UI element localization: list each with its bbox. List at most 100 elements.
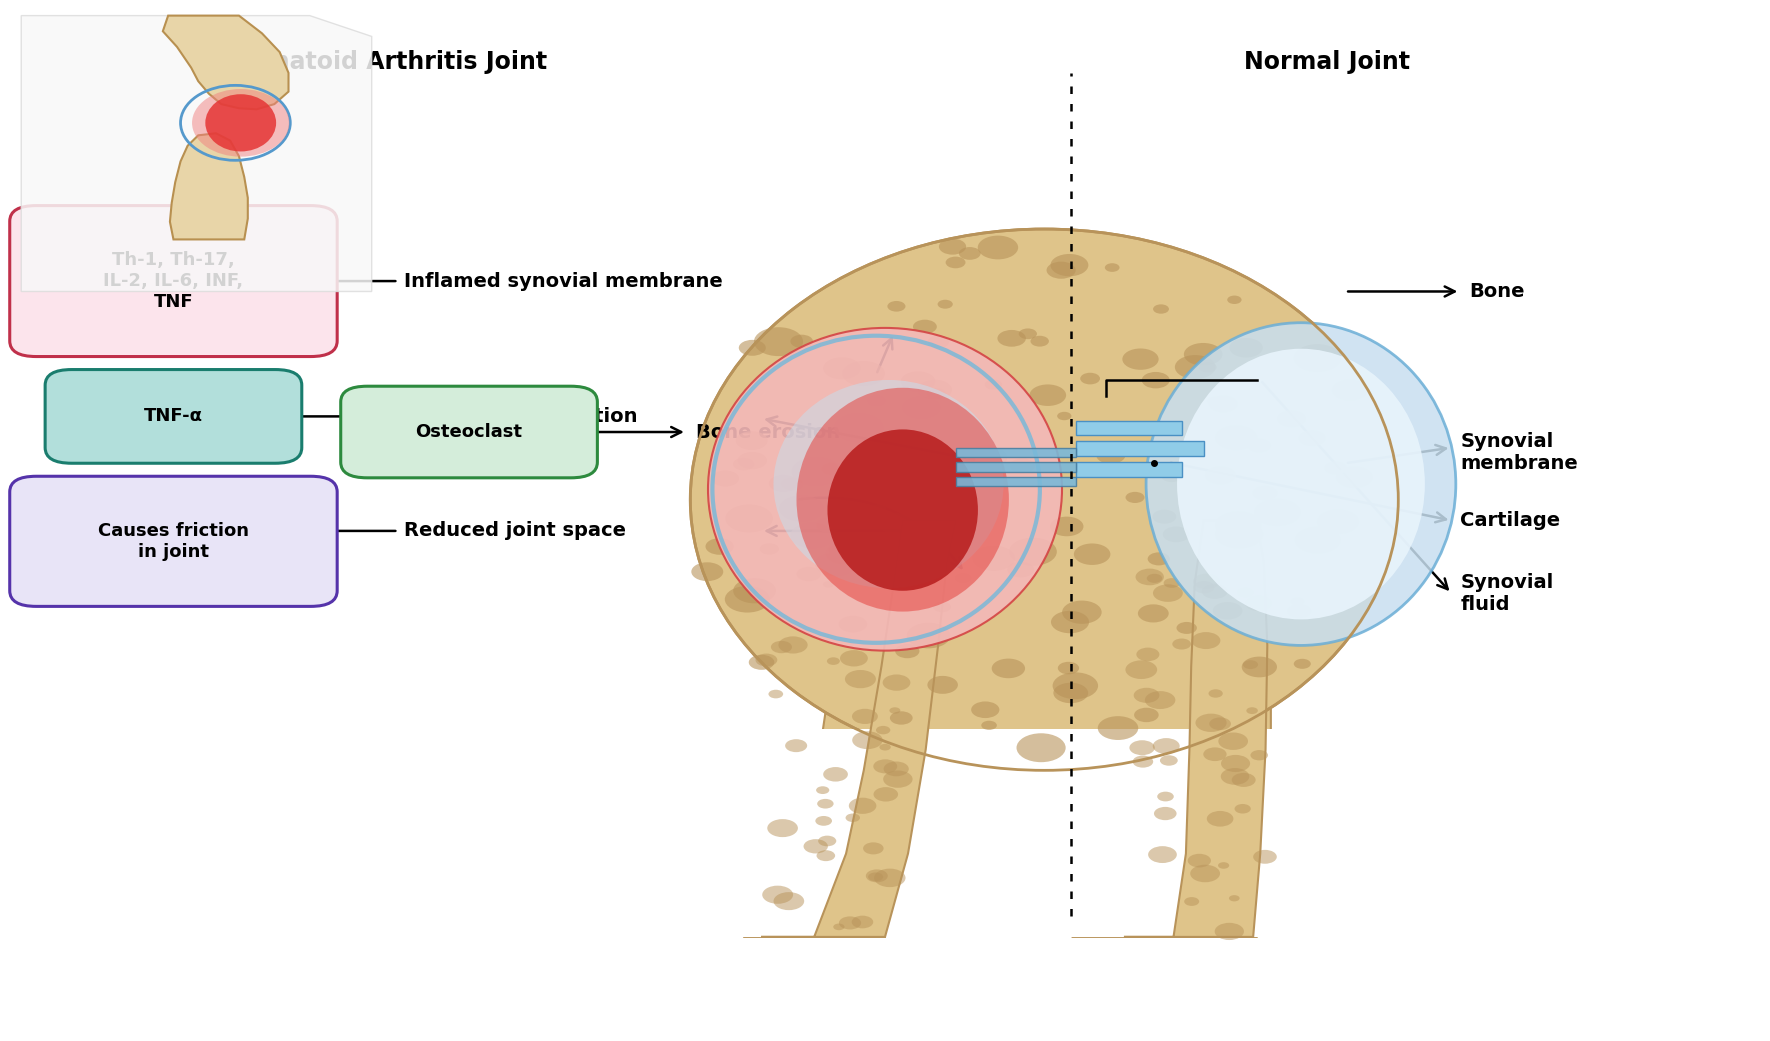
Circle shape [959, 247, 981, 260]
Circle shape [1030, 336, 1050, 347]
Circle shape [1080, 373, 1099, 384]
Ellipse shape [205, 94, 276, 152]
Circle shape [1209, 396, 1237, 412]
Circle shape [851, 709, 878, 723]
Circle shape [906, 538, 935, 556]
Text: Bone: Bone [1469, 282, 1524, 301]
Circle shape [821, 462, 843, 476]
Circle shape [733, 578, 775, 604]
Circle shape [814, 553, 855, 576]
Circle shape [1122, 349, 1159, 370]
Circle shape [873, 759, 897, 773]
Polygon shape [1076, 421, 1182, 435]
FancyBboxPatch shape [342, 386, 598, 478]
Circle shape [1152, 304, 1168, 313]
Circle shape [1195, 714, 1227, 732]
Circle shape [816, 786, 830, 794]
Circle shape [733, 458, 754, 471]
Circle shape [851, 731, 883, 750]
Circle shape [1009, 537, 1057, 565]
Circle shape [844, 670, 876, 688]
Circle shape [706, 538, 735, 555]
Circle shape [1221, 768, 1250, 785]
Circle shape [933, 602, 950, 612]
Circle shape [887, 301, 906, 311]
Circle shape [1020, 329, 1037, 339]
Circle shape [1152, 738, 1179, 754]
Ellipse shape [690, 229, 1398, 770]
Polygon shape [1073, 271, 1271, 937]
Circle shape [816, 517, 843, 533]
Circle shape [1228, 895, 1239, 902]
Text: Osteoclast: Osteoclast [416, 423, 522, 441]
Circle shape [839, 916, 862, 930]
Circle shape [1205, 466, 1235, 484]
Circle shape [1154, 807, 1177, 820]
Circle shape [991, 659, 1025, 679]
Circle shape [901, 372, 935, 391]
Circle shape [1336, 466, 1374, 488]
Circle shape [1135, 688, 1159, 703]
Circle shape [804, 839, 828, 854]
Circle shape [1246, 595, 1273, 611]
Circle shape [998, 330, 1027, 347]
Circle shape [1214, 511, 1262, 539]
Polygon shape [673, 729, 1451, 937]
Polygon shape [956, 448, 1076, 457]
Circle shape [1007, 561, 1034, 578]
Circle shape [935, 509, 974, 533]
Circle shape [738, 339, 766, 356]
Circle shape [1331, 379, 1368, 401]
Circle shape [791, 523, 834, 549]
Circle shape [1062, 601, 1101, 624]
Circle shape [843, 361, 885, 386]
Circle shape [1276, 410, 1306, 427]
Ellipse shape [827, 430, 979, 591]
Text: Causes friction
in joint: Causes friction in joint [97, 522, 250, 561]
Circle shape [1212, 602, 1243, 619]
Circle shape [1147, 574, 1163, 583]
Circle shape [736, 431, 768, 450]
Circle shape [1053, 683, 1089, 703]
Circle shape [876, 726, 890, 734]
Circle shape [906, 623, 950, 649]
Polygon shape [761, 520, 956, 937]
Circle shape [791, 457, 841, 486]
Circle shape [828, 538, 866, 560]
Circle shape [1227, 296, 1241, 304]
Circle shape [768, 475, 798, 492]
Circle shape [1050, 516, 1083, 536]
Circle shape [796, 566, 821, 581]
Circle shape [1058, 662, 1080, 675]
Circle shape [883, 761, 908, 777]
Ellipse shape [708, 328, 1062, 651]
Circle shape [1207, 397, 1221, 406]
Circle shape [841, 651, 867, 666]
Circle shape [1184, 342, 1223, 365]
Circle shape [1161, 469, 1182, 482]
Circle shape [867, 396, 885, 406]
Circle shape [1202, 584, 1228, 599]
Circle shape [1046, 261, 1076, 279]
FancyBboxPatch shape [11, 206, 336, 356]
Circle shape [1057, 412, 1071, 421]
Circle shape [1189, 865, 1220, 883]
Circle shape [866, 869, 889, 883]
Circle shape [1198, 362, 1216, 373]
Circle shape [1191, 632, 1220, 649]
Circle shape [823, 581, 834, 588]
Circle shape [1051, 611, 1089, 633]
Ellipse shape [796, 387, 1009, 611]
Circle shape [864, 842, 883, 855]
Text: Inflamed synovial membrane: Inflamed synovial membrane [404, 272, 722, 290]
Circle shape [984, 379, 1002, 389]
Circle shape [1253, 486, 1278, 501]
Circle shape [1016, 733, 1066, 762]
Circle shape [1294, 345, 1342, 372]
Circle shape [712, 471, 740, 486]
Circle shape [823, 357, 860, 379]
Circle shape [1163, 527, 1189, 542]
Circle shape [1204, 747, 1227, 761]
Circle shape [1135, 708, 1159, 722]
Circle shape [779, 636, 807, 654]
